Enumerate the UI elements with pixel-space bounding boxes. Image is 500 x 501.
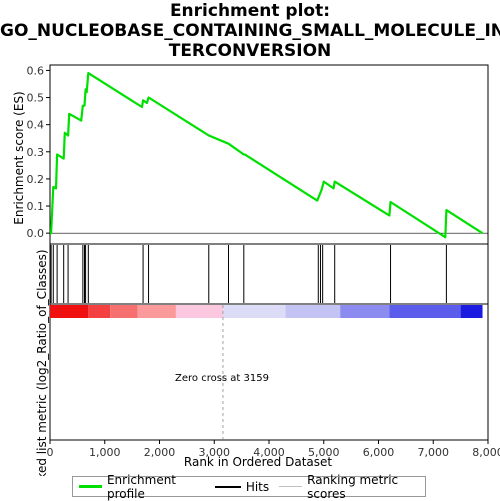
es-panel: 0.0 0.1 0.2 0.3 0.4 0.5 0.6 <box>27 64 489 244</box>
es-y-tick-label: 0.2 <box>27 173 45 186</box>
legend-item-enrichment-profile: Enrichment profile <box>79 473 205 501</box>
ranking-band-segment <box>50 305 88 318</box>
es-y-tick-label: 0.3 <box>27 146 45 159</box>
rank-plot-frame <box>50 304 488 440</box>
ranking-band-segment <box>223 305 285 318</box>
ranking-swatch <box>279 486 302 487</box>
ranking-band-segment <box>461 305 483 318</box>
es-y-axis-label: Enrichment score (ES) <box>12 91 26 224</box>
enrichment-profile-swatch <box>79 485 102 488</box>
legend-label-enrichment-profile: Enrichment profile <box>107 473 205 501</box>
es-y-tick-label: 0.5 <box>27 92 45 105</box>
legend-item-ranking: Ranking metric scores <box>279 473 425 501</box>
es-y-tick-label: 0.4 <box>27 119 45 132</box>
ranking-band-segment <box>176 305 223 318</box>
ranking-band-segment <box>138 305 176 318</box>
es-y-tick-label: 0.6 <box>27 64 45 77</box>
x-axis-label: Rank in Ordered Dataset <box>184 455 332 469</box>
ranking-band-segment <box>88 305 110 318</box>
legend-label-ranking: Ranking metric scores <box>307 473 425 501</box>
es-y-tick-label: 0.1 <box>27 200 45 213</box>
legend-label-hits: Hits <box>246 480 269 494</box>
es-plot-frame <box>50 65 488 244</box>
ranking-band-segment <box>389 305 460 318</box>
ranking-band-segment <box>340 305 389 318</box>
legend: Enrichment profile Hits Ranking metric s… <box>72 476 426 497</box>
hits-panel <box>50 244 488 304</box>
es-y-tick-label: 0.0 <box>27 227 45 240</box>
hits-frame <box>50 244 488 304</box>
hits-swatch <box>215 486 241 488</box>
x-tick-label: 7,000 <box>418 446 450 459</box>
x-tick-label: 8,000 <box>472 446 500 459</box>
ranking-band-segment <box>110 305 137 318</box>
legend-item-hits: Hits <box>215 480 269 494</box>
x-tick-label: 1,000 <box>89 446 121 459</box>
rank-y-axis-label: Ranked list metric (log2_Ratio_of_Classe… <box>35 249 49 476</box>
zero-cross-annotation: Zero cross at 3159 <box>175 373 269 384</box>
x-tick-label: 2,000 <box>144 446 176 459</box>
x-tick-label: 6,000 <box>363 446 395 459</box>
ranking-band-segment <box>285 305 340 318</box>
